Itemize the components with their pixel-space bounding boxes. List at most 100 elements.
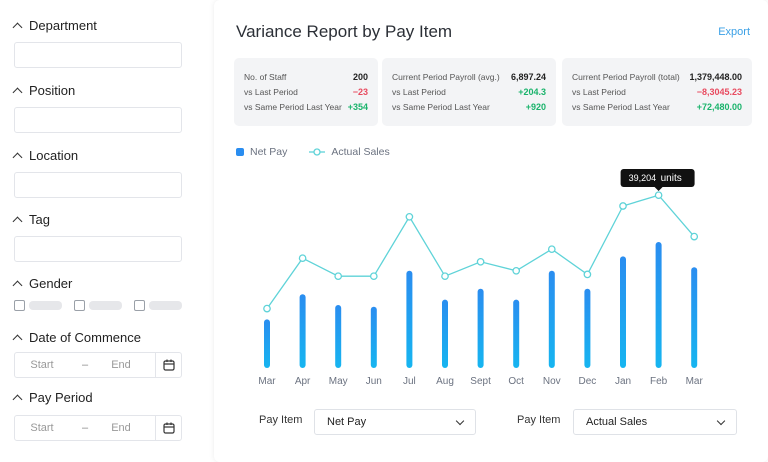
tag-input[interactable] — [14, 236, 182, 262]
x-tick-label: Nov — [543, 376, 561, 387]
point-actual-sales — [690, 232, 699, 241]
export-link[interactable]: Export — [718, 26, 750, 38]
end-date-input[interactable]: End — [111, 422, 131, 434]
bar-net-pay — [335, 305, 342, 368]
tooltip-pointer — [654, 187, 663, 191]
point-actual-sales — [369, 272, 378, 281]
position-section-toggle[interactable]: Position — [12, 83, 76, 98]
point-actual-sales — [512, 266, 521, 275]
stat-label: vs Last Period — [392, 87, 446, 97]
report-title: Variance Report by Pay Item — [236, 22, 453, 41]
stat-value: +204.3 — [518, 87, 546, 97]
calendar-icon[interactable] — [155, 353, 181, 377]
stat-value: 200 — [352, 72, 368, 82]
stat-row: Current Period Payroll (avg.) 6,897.24 — [392, 70, 546, 85]
option-placeholder — [149, 301, 182, 310]
bar-net-pay — [513, 299, 520, 368]
date-of-commence-section-toggle[interactable]: Date of Commence — [12, 330, 141, 345]
gender-option[interactable] — [134, 300, 182, 311]
stat-row: vs Last Period −8,3045.23 — [572, 85, 742, 100]
bar-net-pay — [620, 256, 626, 368]
stat-label: vs Same Period Last Year — [244, 102, 342, 112]
bar-net-pay — [691, 267, 698, 368]
legend-label: Actual Sales — [331, 146, 390, 158]
stat-value: 6,897.24 — [510, 72, 546, 82]
bar-net-pay — [370, 306, 377, 368]
point-actual-sales — [441, 272, 449, 281]
point-actual-sales — [583, 270, 592, 279]
tooltip-value: 39,204 — [629, 173, 657, 183]
avg-payroll-stat-card: Current Period Payroll (avg.) 6,897.24 vs… — [382, 58, 556, 126]
stat-value: +354 — [347, 102, 368, 112]
checkbox[interactable] — [74, 300, 85, 311]
chart-legend: Net Pay Actual Sales — [236, 146, 390, 158]
gender-options — [14, 300, 182, 311]
legend-net-pay[interactable]: Net Pay — [236, 146, 287, 158]
date-of-commence-range[interactable]: Start – End — [14, 352, 182, 378]
chevron-up-icon — [12, 280, 23, 291]
start-date-input[interactable]: Start — [30, 422, 54, 434]
location-section-toggle[interactable]: Location — [12, 148, 79, 163]
stat-row: vs Same Period Last Year +72,480.00 — [572, 100, 742, 115]
bar-net-pay — [477, 288, 484, 368]
pay-period-section-toggle[interactable]: Pay Period — [12, 390, 93, 405]
chevron-up-icon — [12, 152, 23, 163]
gender-option[interactable] — [74, 300, 122, 311]
bar-net-pay — [442, 299, 448, 368]
line-swatch-icon — [309, 148, 326, 156]
pay-period-label: Pay Period — [29, 390, 93, 405]
pay-item-label-left: Pay Item — [259, 414, 303, 426]
point-actual-sales — [334, 272, 343, 281]
stat-row: vs Same Period Last Year +920 — [392, 100, 546, 115]
range-dash: – — [81, 359, 89, 371]
department-label: Department — [29, 18, 97, 33]
checkbox[interactable] — [134, 300, 145, 311]
stat-row: vs Last Period −23 — [244, 85, 368, 100]
department-input[interactable] — [14, 42, 182, 68]
location-input[interactable] — [14, 172, 182, 198]
select-value: Net Pay — [327, 416, 367, 428]
select-value: Actual Sales — [586, 416, 648, 428]
pay-item-select-left[interactable]: Net Pay — [314, 409, 476, 435]
calendar-icon[interactable] — [155, 416, 181, 440]
location-label: Location — [29, 148, 79, 163]
point-actual-sales — [547, 245, 556, 254]
start-date-input[interactable]: Start — [30, 359, 54, 371]
chevron-up-icon — [12, 334, 23, 345]
stat-label: Current Period Payroll (avg.) — [392, 72, 500, 82]
chevron-down-icon — [455, 416, 465, 426]
stat-label: vs Same Period Last Year — [572, 102, 670, 112]
tag-label: Tag — [29, 212, 50, 227]
stat-label: Current Period Payroll (total) — [572, 72, 680, 82]
staff-stat-card: No. of Staff 200 vs Last Period −23 vs Sam… — [234, 58, 378, 126]
gender-option[interactable] — [14, 300, 62, 311]
bar-net-pay — [299, 294, 306, 368]
x-tick-label: May — [329, 376, 348, 387]
bar-net-pay — [406, 270, 413, 368]
gender-section-toggle[interactable]: Gender — [12, 276, 73, 291]
range-dash: – — [81, 422, 89, 434]
tag-section-toggle[interactable]: Tag — [12, 212, 50, 227]
point-actual-sales — [654, 191, 663, 200]
pay-period-range[interactable]: Start – End — [14, 415, 182, 441]
chevron-up-icon — [12, 394, 23, 405]
point-actual-sales — [476, 257, 485, 266]
checkbox[interactable] — [14, 300, 25, 311]
x-tick-label: Aug — [436, 376, 454, 387]
stat-value: +72,480.00 — [696, 102, 742, 112]
option-placeholder — [29, 301, 62, 310]
stat-row: vs Same Period Last Year +354 — [244, 100, 368, 115]
legend-actual-sales[interactable]: Actual Sales — [309, 146, 390, 158]
tooltip-box — [620, 169, 695, 187]
stat-value: −23 — [352, 87, 368, 97]
department-section-toggle[interactable]: Department — [12, 18, 97, 33]
gender-label: Gender — [29, 276, 73, 291]
x-tick-label: Feb — [650, 376, 668, 387]
pay-item-select-right[interactable]: Actual Sales — [573, 409, 737, 435]
position-label: Position — [29, 83, 76, 98]
option-placeholder — [89, 301, 122, 310]
position-input[interactable] — [14, 107, 182, 133]
stat-value: 1,379,448.00 — [689, 72, 742, 82]
end-date-input[interactable]: End — [111, 359, 131, 371]
chevron-up-icon — [12, 22, 23, 33]
